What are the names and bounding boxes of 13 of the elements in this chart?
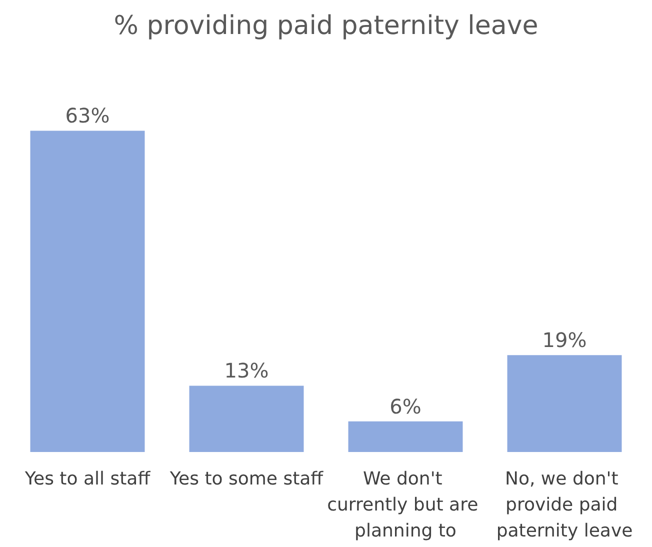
x-tick-label: Yes to some staff bbox=[168, 468, 324, 490]
data-label: 63% bbox=[65, 104, 110, 128]
bar bbox=[348, 421, 463, 452]
bar bbox=[189, 386, 304, 452]
chart-title: % providing paid paternity leave bbox=[114, 11, 538, 41]
data-label: 13% bbox=[224, 358, 269, 383]
x-tick-label: Yes to all staff bbox=[24, 468, 151, 490]
data-label: 6% bbox=[390, 394, 422, 418]
bar bbox=[507, 355, 622, 452]
data-label: 19% bbox=[542, 328, 587, 352]
x-tick-label: No, we don't provide paid paternity leave bbox=[496, 468, 633, 542]
bar bbox=[30, 130, 145, 452]
x-tick-label: We don't currently but are planning to bbox=[327, 468, 484, 542]
